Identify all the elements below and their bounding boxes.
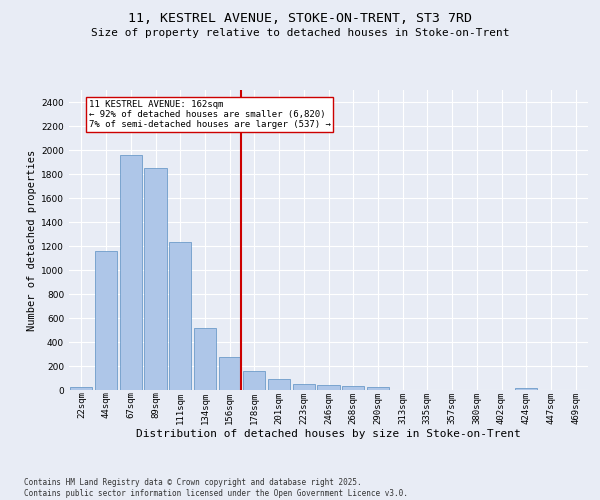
Bar (194, 328, 216, 390)
Bar (243, 371, 265, 390)
Text: Size of property relative to detached houses in Stoke-on-Trent: Size of property relative to detached ho… (91, 28, 509, 38)
Bar (169, 242, 191, 390)
Text: Contains HM Land Registry data © Crown copyright and database right 2025.
Contai: Contains HM Land Registry data © Crown c… (24, 478, 408, 498)
Bar (119, 155, 142, 390)
Bar (515, 388, 538, 390)
Bar (342, 386, 364, 390)
X-axis label: Distribution of detached houses by size in Stoke-on-Trent: Distribution of detached houses by size … (136, 429, 521, 439)
Text: 11 KESTREL AVENUE: 162sqm
← 92% of detached houses are smaller (6,820)
7% of sem: 11 KESTREL AVENUE: 162sqm ← 92% of detac… (89, 100, 331, 130)
Bar (293, 384, 315, 390)
Text: 11, KESTREL AVENUE, STOKE-ON-TRENT, ST3 7RD: 11, KESTREL AVENUE, STOKE-ON-TRENT, ST3 … (128, 12, 472, 26)
Bar (70, 387, 92, 390)
Bar (95, 251, 117, 390)
Bar (317, 384, 340, 390)
Y-axis label: Number of detached properties: Number of detached properties (27, 150, 37, 330)
Bar (218, 357, 241, 390)
Bar (268, 378, 290, 390)
Bar (367, 388, 389, 390)
Bar (145, 168, 167, 390)
